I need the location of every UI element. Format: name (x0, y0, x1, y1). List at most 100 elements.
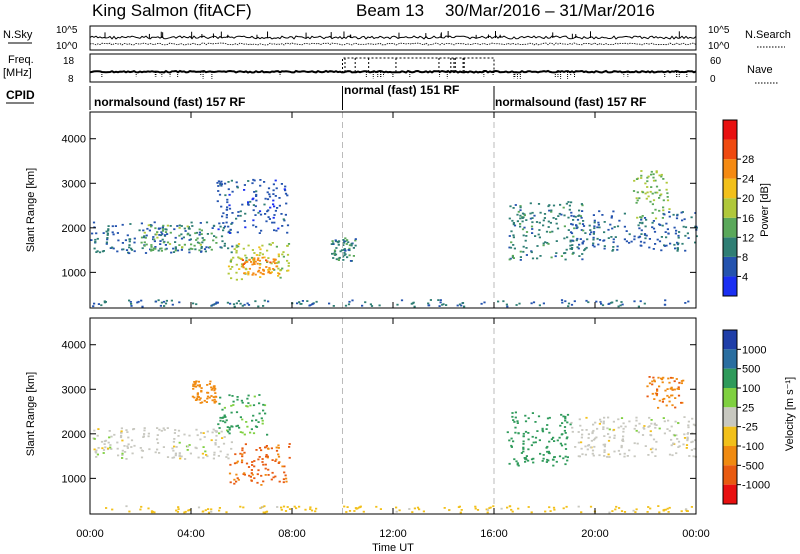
heatmap-cell (650, 170, 653, 173)
heatmap-cell (658, 399, 661, 402)
heatmap-cell (126, 234, 129, 237)
heatmap-cell (264, 412, 267, 415)
heatmap-cell (190, 221, 193, 224)
heatmap-cell (187, 226, 190, 228)
heatmap-cell (542, 219, 545, 222)
heatmap-cell (597, 243, 600, 246)
heatmap-cell (688, 455, 691, 457)
heatmap-cell (254, 214, 257, 216)
heatmap-cell (219, 416, 222, 419)
heatmap-cell (306, 300, 309, 302)
heatmap-cell (176, 510, 179, 513)
heatmap-cell (523, 226, 526, 229)
heatmap-cell (602, 428, 605, 430)
heatmap-cell (598, 210, 601, 213)
heatmap-cell (661, 378, 664, 381)
heatmap-cell (261, 244, 264, 247)
heatmap-cell (261, 458, 264, 460)
heatmap-cell (521, 212, 525, 215)
heatmap-cell (208, 246, 212, 248)
heatmap-cell (213, 235, 216, 237)
heatmap-cell (598, 226, 601, 229)
heatmap-cell (342, 259, 345, 261)
heatmap-cell (369, 303, 372, 306)
heatmap-cell (581, 433, 584, 436)
heatmap-cell (239, 210, 242, 213)
heatmap-cell (664, 231, 667, 233)
heatmap-cell (267, 187, 271, 190)
heatmap-cell (488, 507, 491, 509)
heatmap-cell (156, 442, 160, 444)
heatmap-cell (651, 226, 654, 229)
heatmap-cell (221, 240, 224, 243)
heatmap-cell (274, 195, 277, 197)
heatmap-cell (641, 215, 644, 217)
heatmap-cell (97, 447, 100, 449)
heatmap-cell (616, 225, 620, 228)
heatmap-cell (259, 179, 262, 181)
heatmap-cell (534, 436, 538, 439)
heatmap-cell (592, 238, 595, 241)
heatmap-cell (580, 216, 583, 219)
heatmap-cell (133, 241, 136, 244)
heatmap-cell (117, 454, 120, 457)
heatmap-cell (236, 460, 239, 463)
heatmap-cell (660, 175, 663, 178)
heatmap-cell (347, 241, 350, 244)
heatmap-cell (253, 465, 256, 468)
heatmap-cell (194, 248, 197, 251)
colorbar-swatch (723, 120, 737, 140)
heatmap-cell (196, 392, 199, 395)
heatmap-cell (643, 427, 646, 430)
heatmap-cell (515, 460, 518, 463)
heatmap-cell (241, 431, 244, 434)
heatmap-cell (265, 455, 268, 458)
heatmap-cell (646, 511, 649, 513)
heatmap-cell (270, 262, 273, 265)
heatmap-cell (542, 242, 545, 245)
heatmap-cell (277, 267, 280, 270)
heatmap-cell (183, 511, 186, 514)
heatmap-cell (253, 258, 256, 261)
heatmap-cell (670, 425, 673, 428)
heatmap-cell (564, 415, 567, 418)
heatmap-cell (512, 223, 515, 226)
heatmap-cell (671, 454, 674, 457)
heatmap-cell (695, 226, 698, 229)
heatmap-cell (221, 408, 224, 411)
heatmap-cell (277, 227, 280, 230)
heatmap-cell (256, 259, 259, 261)
heatmap-cell (233, 248, 236, 250)
heatmap-cell (251, 263, 254, 266)
heatmap-cell (169, 225, 172, 227)
colorbar-frame (722, 119, 738, 297)
heatmap-cell (275, 187, 278, 190)
heatmap-cell (668, 381, 671, 384)
heatmap-cell (519, 206, 522, 209)
heatmap-cell (443, 507, 446, 509)
heatmap-cell (116, 441, 119, 444)
heatmap-cell (203, 248, 207, 250)
heatmap-cell (661, 381, 664, 384)
heatmap-cell (359, 506, 362, 508)
heatmap-cell (694, 241, 697, 244)
heatmap-cell (569, 239, 572, 242)
heatmap-cell (352, 255, 355, 257)
heatmap-cell (162, 228, 165, 230)
velocity-colorbar-label: Velocity [m s⁻¹] (784, 377, 796, 451)
heatmap-cell (282, 218, 285, 221)
heatmap-cell (123, 445, 126, 447)
heatmap-cell (100, 440, 104, 443)
heatmap-cell (635, 429, 638, 432)
heatmap-cell (213, 400, 216, 403)
heatmap-cell (204, 509, 207, 512)
heatmap-cell (128, 238, 131, 241)
cpid-row: CPID normalsound (fast) 157 RF normal (f… (6, 83, 697, 110)
heatmap-cell (608, 302, 611, 305)
heatmap-cell (575, 224, 578, 226)
heatmap-cell (210, 508, 213, 511)
heatmap-cell (102, 449, 106, 451)
heatmap-cell (645, 218, 648, 221)
heatmap-cell (248, 259, 251, 261)
heatmap-cell (343, 254, 346, 257)
